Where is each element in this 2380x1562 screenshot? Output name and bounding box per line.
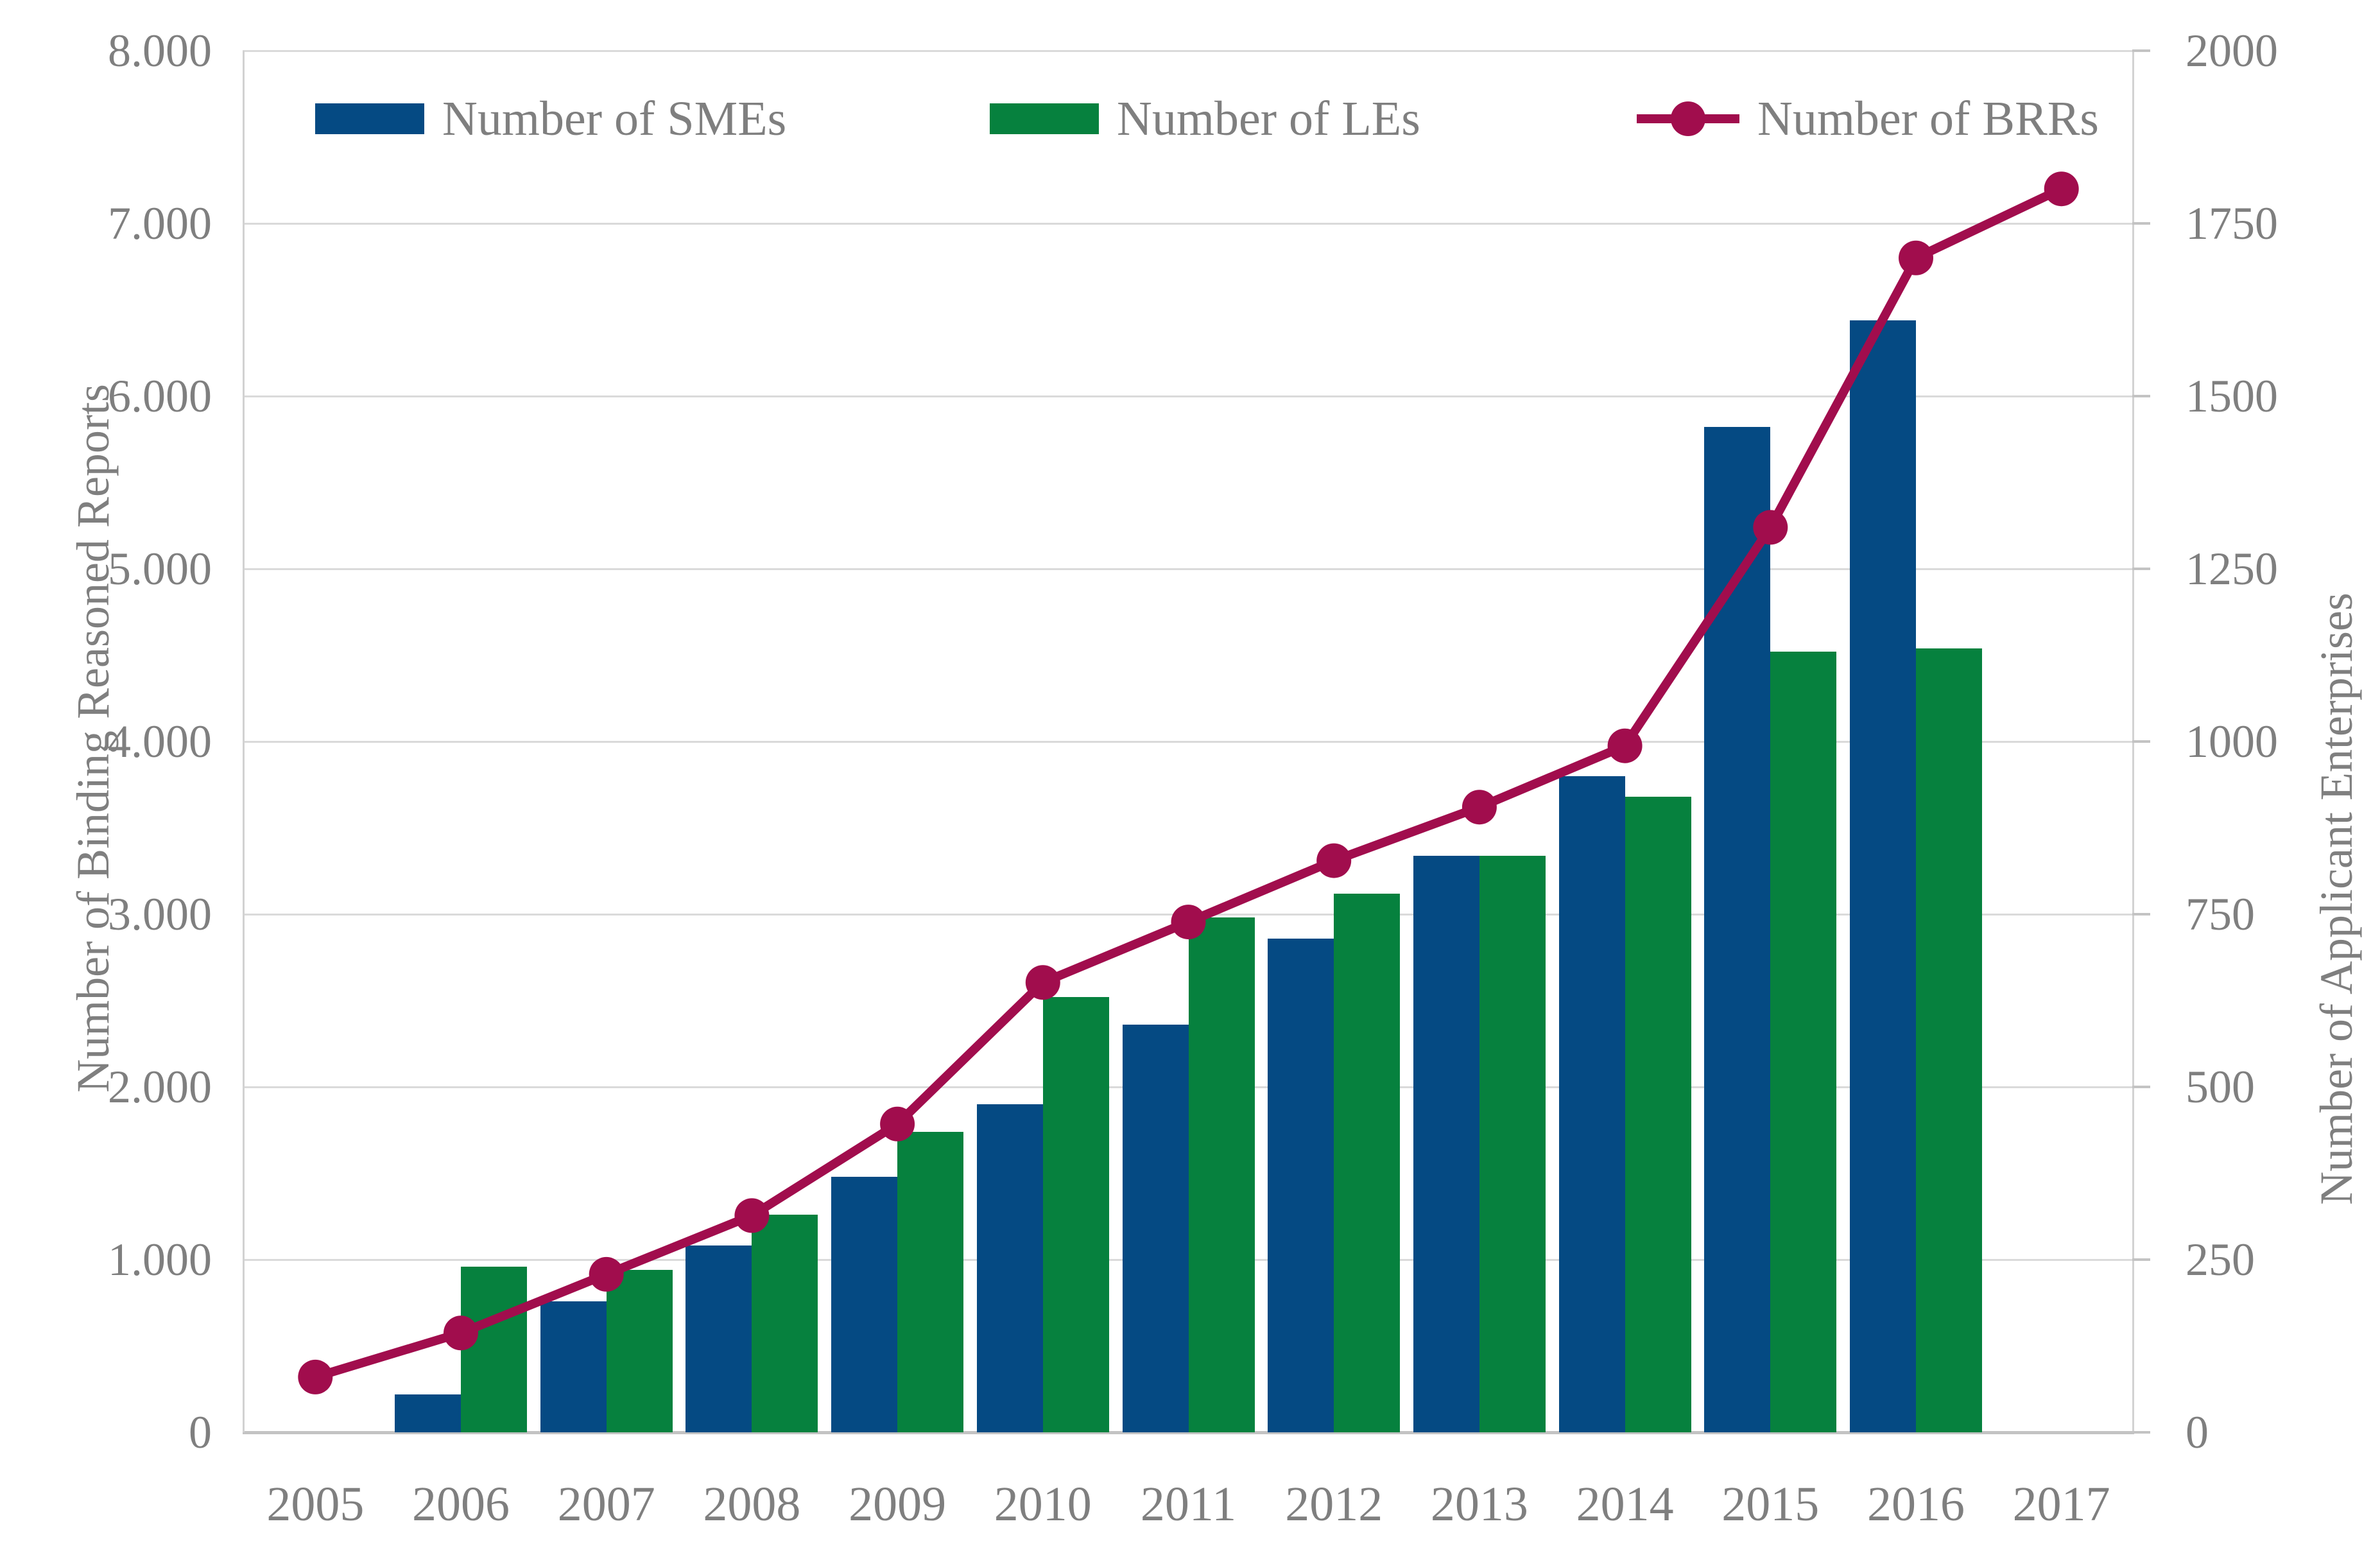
x-axis-tick-label-2016: 2016 (1867, 1477, 1965, 1531)
right-axis-tick (2132, 568, 2150, 570)
gridline (243, 50, 2134, 52)
plot-area (243, 49, 2150, 1434)
x-axis-tick-label-2012: 2012 (1285, 1477, 1383, 1531)
left-axis-tick-label: 4.000 (108, 716, 212, 767)
right-axis-tick-label: 250 (2186, 1234, 2255, 1285)
gridline (243, 223, 2134, 225)
x-axis-tick-label-2010: 2010 (994, 1477, 1092, 1531)
right-axis-tick-label: 500 (2186, 1061, 2255, 1113)
left-axis-tick-label: 5.000 (108, 543, 212, 594)
line-point-2015 (1753, 510, 1788, 545)
bar-le-2009 (897, 1132, 963, 1432)
right-axis-tick-label: 1750 (2186, 198, 2278, 249)
legend-line-dot (1671, 101, 1705, 136)
x-axis-tick-label-2005: 2005 (266, 1477, 365, 1531)
line-point-2016 (1899, 240, 1933, 275)
brr-line (314, 184, 2064, 1382)
legend-label-smes: Number of SMEs (442, 92, 787, 146)
bar-sme-2014 (1559, 776, 1625, 1432)
legend-item-smes: Number of SMEs (315, 90, 786, 148)
right-axis-tick-label: 1250 (2186, 543, 2278, 594)
x-axis-line (243, 1431, 2134, 1434)
x-axis-tick-label-2015: 2015 (1721, 1477, 1820, 1531)
bar-le-2016 (1916, 648, 1982, 1432)
bar-sme-2016 (1850, 320, 1916, 1432)
left-axis-tick-label: 7.000 (108, 198, 212, 249)
line-point-2008 (734, 1198, 770, 1233)
legend-swatch-smes-icon (315, 103, 424, 134)
legend-item-les: Number of LEs (990, 90, 1420, 148)
bar-le-2006 (461, 1267, 527, 1432)
bar-le-2015 (1770, 652, 1836, 1432)
left-axis-tick-label: 8.000 (108, 25, 212, 76)
bar-sme-2015 (1704, 427, 1770, 1432)
line-point-2005 (298, 1359, 333, 1394)
line-point-2009 (880, 1106, 915, 1141)
right-axis-tick (2132, 222, 2150, 225)
bar-le-2014 (1625, 797, 1691, 1432)
right-axis-tick (2132, 1258, 2150, 1261)
bar-sme-2009 (831, 1177, 897, 1432)
left-axis-tick-label: 0 (189, 1407, 212, 1458)
right-axis-tick (2132, 1086, 2150, 1088)
right-axis-tick (2132, 49, 2150, 52)
right-axis-tick (2132, 395, 2150, 397)
legend-line-marker-icon (1637, 101, 1739, 137)
right-axis-tick-label: 750 (2186, 889, 2255, 940)
right-axis-title: Number of Applicant Enterprises (2311, 593, 2362, 1205)
line-point-2013 (1462, 790, 1497, 825)
right-axis-tick-label: 2000 (2186, 25, 2278, 76)
left-axis-tick-label: 2.000 (108, 1061, 212, 1113)
left-axis-tick-label: 6.000 (108, 370, 212, 422)
legend-item-brrs: Number of BRRs (1637, 90, 2099, 148)
bar-le-2010 (1043, 997, 1109, 1432)
bar-sme-2012 (1268, 939, 1334, 1432)
bar-le-2012 (1334, 894, 1400, 1432)
x-axis-tick-label-2007: 2007 (557, 1477, 655, 1531)
x-axis-tick-label-2011: 2011 (1140, 1477, 1237, 1531)
right-axis-tick-label: 1500 (2186, 370, 2278, 422)
left-axis-title: Number of Binding Reasoned Reports (67, 384, 119, 1093)
plot-border-left (243, 51, 245, 1432)
right-axis-tick (2132, 1431, 2150, 1434)
line-point-2014 (1607, 728, 1643, 763)
gridline (243, 741, 2134, 743)
left-axis-tick-label: 1.000 (108, 1234, 212, 1285)
gridline (243, 568, 2134, 570)
x-axis-tick-label-2013: 2013 (1430, 1477, 1528, 1531)
line-point-2007 (589, 1256, 624, 1292)
bar-le-2011 (1189, 917, 1255, 1432)
bar-le-2007 (607, 1270, 673, 1432)
right-axis-tick (2132, 913, 2150, 916)
bar-sme-2006 (395, 1394, 461, 1432)
bar-le-2013 (1479, 856, 1546, 1432)
right-axis-tick (2132, 740, 2150, 743)
line-series-brrs (298, 171, 2079, 1394)
line-point-2010 (1025, 965, 1060, 1000)
legend-label-les: Number of LEs (1117, 92, 1420, 146)
legend-label-brrs: Number of BRRs (1757, 92, 2099, 146)
bar-sme-2007 (540, 1301, 607, 1432)
x-axis-tick-label-2009: 2009 (849, 1477, 947, 1531)
x-axis-tick-label-2006: 2006 (412, 1477, 510, 1531)
bar-le-2008 (752, 1215, 818, 1432)
x-axis-tick-label-2014: 2014 (1576, 1477, 1674, 1531)
bar-sme-2013 (1413, 856, 1479, 1432)
bar-sme-2008 (686, 1245, 752, 1432)
line-point-2011 (1171, 905, 1206, 940)
bar-sme-2011 (1123, 1025, 1189, 1432)
right-axis-tick-label: 0 (2186, 1407, 2209, 1458)
x-axis-tick-label-2008: 2008 (703, 1477, 801, 1531)
legend-swatch-les-icon (990, 103, 1099, 134)
gridline (243, 395, 2134, 397)
right-axis-tick-label: 1000 (2186, 716, 2278, 767)
line-point-2012 (1316, 843, 1352, 878)
x-axis-tick-label-2017: 2017 (2012, 1477, 2110, 1531)
line-point-2017 (2044, 171, 2079, 207)
bar-sme-2010 (977, 1104, 1043, 1432)
line-point-2006 (444, 1315, 478, 1351)
left-axis-tick-label: 3.000 (108, 889, 212, 940)
